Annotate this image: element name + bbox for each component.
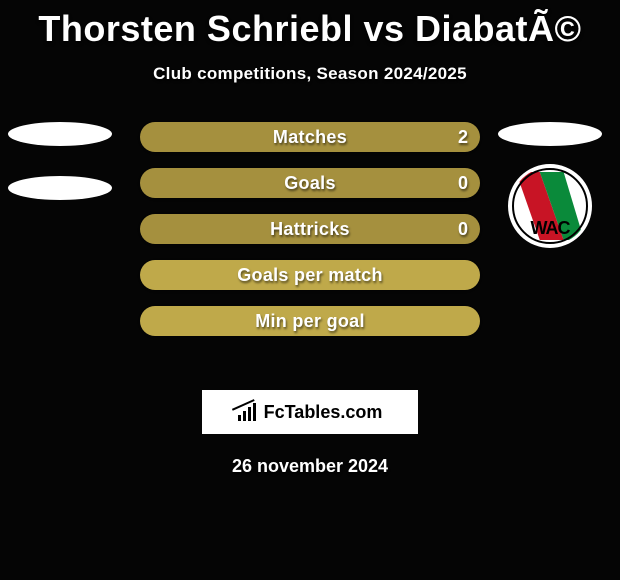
stat-bar-matches: Matches 2	[140, 122, 480, 152]
bar-chart-icon	[238, 403, 260, 421]
stat-bars: Matches 2 Goals 0 Hattricks 0 Goals per …	[140, 122, 480, 352]
stat-label: Hattricks	[270, 219, 350, 240]
stat-right-value: 0	[458, 173, 468, 194]
club-logo-icon: WAC	[508, 164, 592, 248]
stat-label: Goals	[284, 173, 336, 194]
player-placeholder-icon	[498, 122, 602, 146]
player-placeholder-icon	[8, 122, 112, 146]
stat-label: Goals per match	[237, 265, 383, 286]
club-placeholder-icon	[8, 176, 112, 200]
compare-area: WAC Matches 2 Goals 0 Hattricks 0 Goals …	[0, 122, 620, 372]
right-player-col: WAC	[490, 122, 610, 248]
left-player-col	[0, 122, 120, 200]
subtitle: Club competitions, Season 2024/2025	[0, 64, 620, 84]
date-label: 26 november 2024	[0, 456, 620, 477]
stat-bar-hattricks: Hattricks 0	[140, 214, 480, 244]
stat-bar-goals-per-match: Goals per match	[140, 260, 480, 290]
stat-label: Min per goal	[255, 311, 365, 332]
stat-label: Matches	[273, 127, 347, 148]
page-title: Thorsten Schriebl vs DiabatÃ©	[0, 0, 620, 50]
brand-badge[interactable]: FcTables.com	[202, 390, 418, 434]
brand-text: FcTables.com	[264, 402, 383, 423]
club-abbr: WAC	[511, 218, 589, 239]
stat-bar-min-per-goal: Min per goal	[140, 306, 480, 336]
stat-right-value: 2	[458, 127, 468, 148]
stat-right-value: 0	[458, 219, 468, 240]
stat-bar-goals: Goals 0	[140, 168, 480, 198]
